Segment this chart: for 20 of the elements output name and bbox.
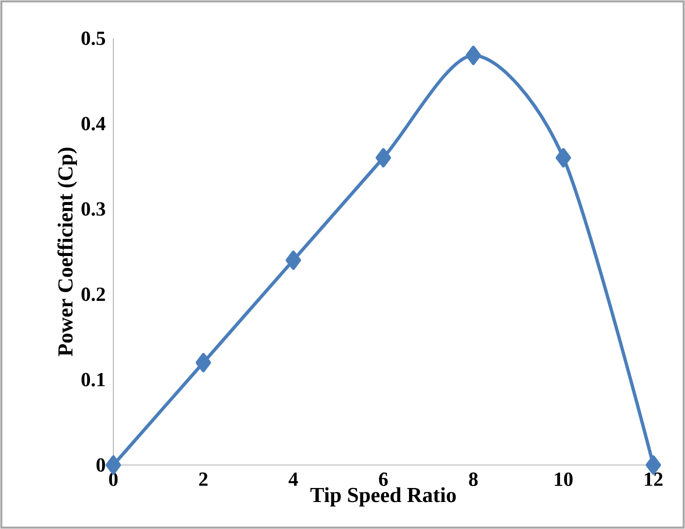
y-tick-label: 0.1 [82, 372, 105, 386]
x-tick-label: 6 [379, 472, 388, 486]
y-tick-label: 0.4 [82, 116, 106, 130]
point [376, 148, 392, 168]
x-tick-label: 8 [469, 472, 478, 486]
point [466, 46, 482, 66]
x-tick-label: 2 [199, 472, 208, 486]
x-tick-label: 12 [644, 472, 662, 486]
y-tick-label: 0 [96, 458, 106, 472]
point [286, 250, 302, 270]
x-axis-title: Tip Speed Ratio [310, 487, 456, 507]
y-tick-label: 0.2 [82, 288, 105, 302]
y-tick-label: 0.5 [82, 32, 106, 46]
y-axis-title: Power Coefficient (Cp) [57, 148, 77, 356]
point [196, 352, 212, 372]
x-tick-label: 4 [288, 472, 298, 486]
x-tick-label: 10 [554, 472, 573, 486]
y-tick-label: 0.3 [82, 202, 106, 216]
point [106, 455, 122, 475]
point [556, 148, 572, 168]
